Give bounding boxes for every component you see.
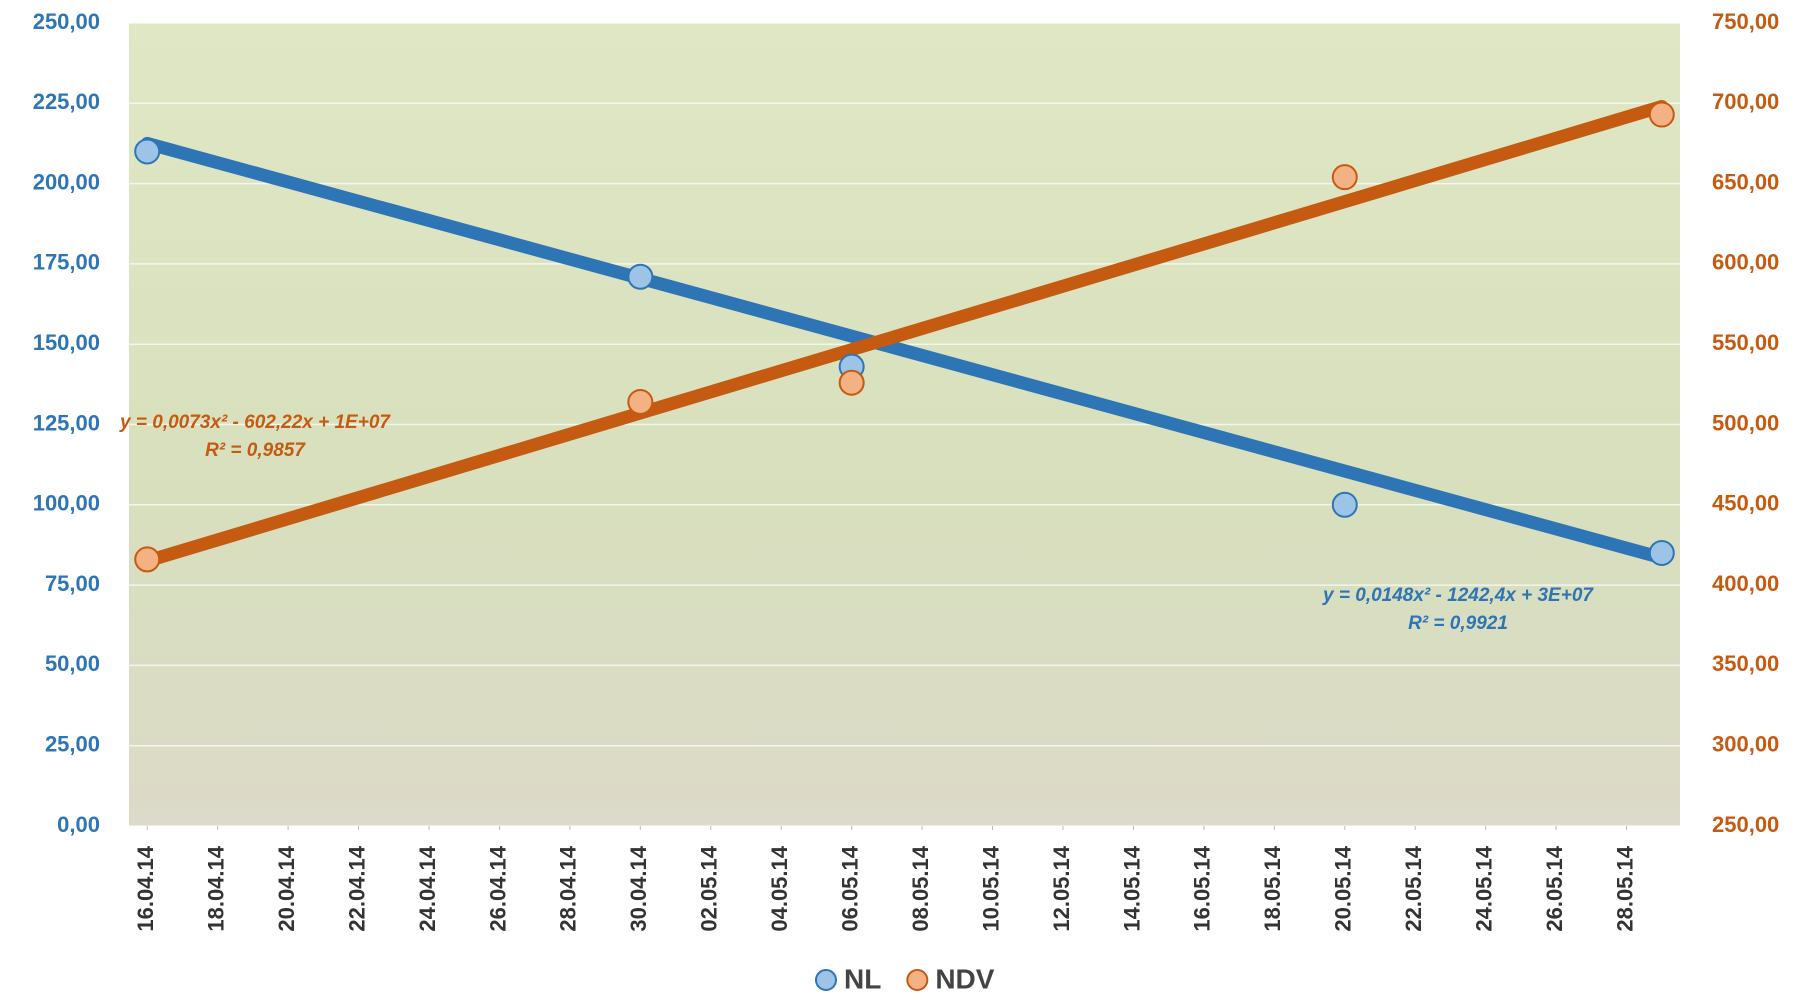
marker bbox=[134, 138, 161, 165]
y-tick-label: 200,00 bbox=[33, 169, 100, 194]
y-tick-label: 175,00 bbox=[33, 250, 100, 275]
trendline bbox=[140, 136, 1669, 565]
marker bbox=[134, 546, 161, 573]
trendline-equation: y = 0,0073x² - 602,22x + 1E+07 bbox=[119, 412, 391, 433]
y-tick-label: 125,00 bbox=[33, 410, 100, 435]
x-tick-label: 16.05.14 bbox=[1190, 845, 1215, 931]
x-tick-label: 04.05.14 bbox=[767, 845, 792, 931]
x-tick-label: 24.04.14 bbox=[415, 845, 440, 931]
x-tick-label: 08.05.14 bbox=[908, 845, 933, 931]
marker bbox=[1648, 539, 1675, 566]
y2-tick-label: 750,00 bbox=[1712, 9, 1779, 34]
marker bbox=[627, 389, 654, 416]
x-tick-label: 16.04.14 bbox=[133, 845, 158, 931]
y2-tick-label: 250,00 bbox=[1712, 812, 1779, 837]
y-tick-label: 225,00 bbox=[33, 89, 100, 114]
x-tick-label: 26.04.14 bbox=[485, 845, 510, 931]
y2-tick-label: 450,00 bbox=[1712, 491, 1779, 516]
x-tick-label: 26.05.14 bbox=[1542, 845, 1567, 931]
y-tick-label: 100,00 bbox=[33, 491, 100, 516]
legend-label: NL bbox=[844, 963, 881, 994]
x-tick-label: 30.04.14 bbox=[626, 845, 651, 931]
x-tick-label: 28.04.14 bbox=[556, 845, 581, 931]
marker bbox=[627, 263, 654, 290]
legend-marker bbox=[906, 969, 929, 991]
marker bbox=[1331, 164, 1358, 191]
y2-tick-label: 500,00 bbox=[1712, 410, 1779, 435]
marker bbox=[1648, 101, 1675, 128]
x-tick-label: 12.05.14 bbox=[1049, 845, 1074, 931]
y-tick-label: 50,00 bbox=[45, 651, 100, 676]
y2-tick-label: 400,00 bbox=[1712, 571, 1779, 596]
y2-tick-label: 350,00 bbox=[1712, 651, 1779, 676]
trendline-r2: R² = 0,9921 bbox=[1408, 613, 1508, 634]
x-tick-label: 10.05.14 bbox=[978, 845, 1003, 931]
y2-tick-label: 600,00 bbox=[1712, 250, 1779, 275]
marker bbox=[838, 369, 865, 396]
x-tick-label: 20.04.14 bbox=[274, 845, 299, 931]
y2-tick-label: 300,00 bbox=[1712, 732, 1779, 757]
x-tick-label: 02.05.14 bbox=[697, 845, 722, 931]
x-tick-label: 22.04.14 bbox=[344, 845, 369, 931]
marker bbox=[1331, 491, 1358, 518]
x-tick-label: 28.05.14 bbox=[1612, 845, 1637, 931]
trendline-r2: R² = 0,9857 bbox=[205, 440, 306, 461]
y-tick-label: 0,00 bbox=[57, 812, 100, 837]
x-tick-label: 14.05.14 bbox=[1119, 845, 1144, 931]
y-tick-label: 25,00 bbox=[45, 732, 100, 757]
x-tick-label: 24.05.14 bbox=[1471, 845, 1496, 931]
y-tick-label: 75,00 bbox=[45, 571, 100, 596]
y2-tick-label: 700,00 bbox=[1712, 89, 1779, 114]
x-tick-label: 18.05.14 bbox=[1260, 845, 1285, 931]
x-tick-label: 18.04.14 bbox=[203, 845, 228, 931]
legend-marker bbox=[815, 969, 837, 991]
trendline-equation: y = 0,0148x² - 1242,4x + 3E+07 bbox=[1322, 585, 1594, 606]
y2-tick-label: 550,00 bbox=[1712, 330, 1779, 355]
y-tick-label: 150,00 bbox=[33, 330, 100, 355]
legend-label: NDV bbox=[935, 963, 994, 994]
y-tick-label: 250,00 bbox=[33, 9, 100, 34]
x-tick-label: 20.05.14 bbox=[1331, 845, 1356, 931]
trendline bbox=[140, 100, 1669, 568]
x-tick-label: 22.05.14 bbox=[1401, 845, 1426, 931]
x-tick-label: 06.05.14 bbox=[837, 845, 862, 931]
y2-tick-label: 650,00 bbox=[1712, 169, 1779, 194]
